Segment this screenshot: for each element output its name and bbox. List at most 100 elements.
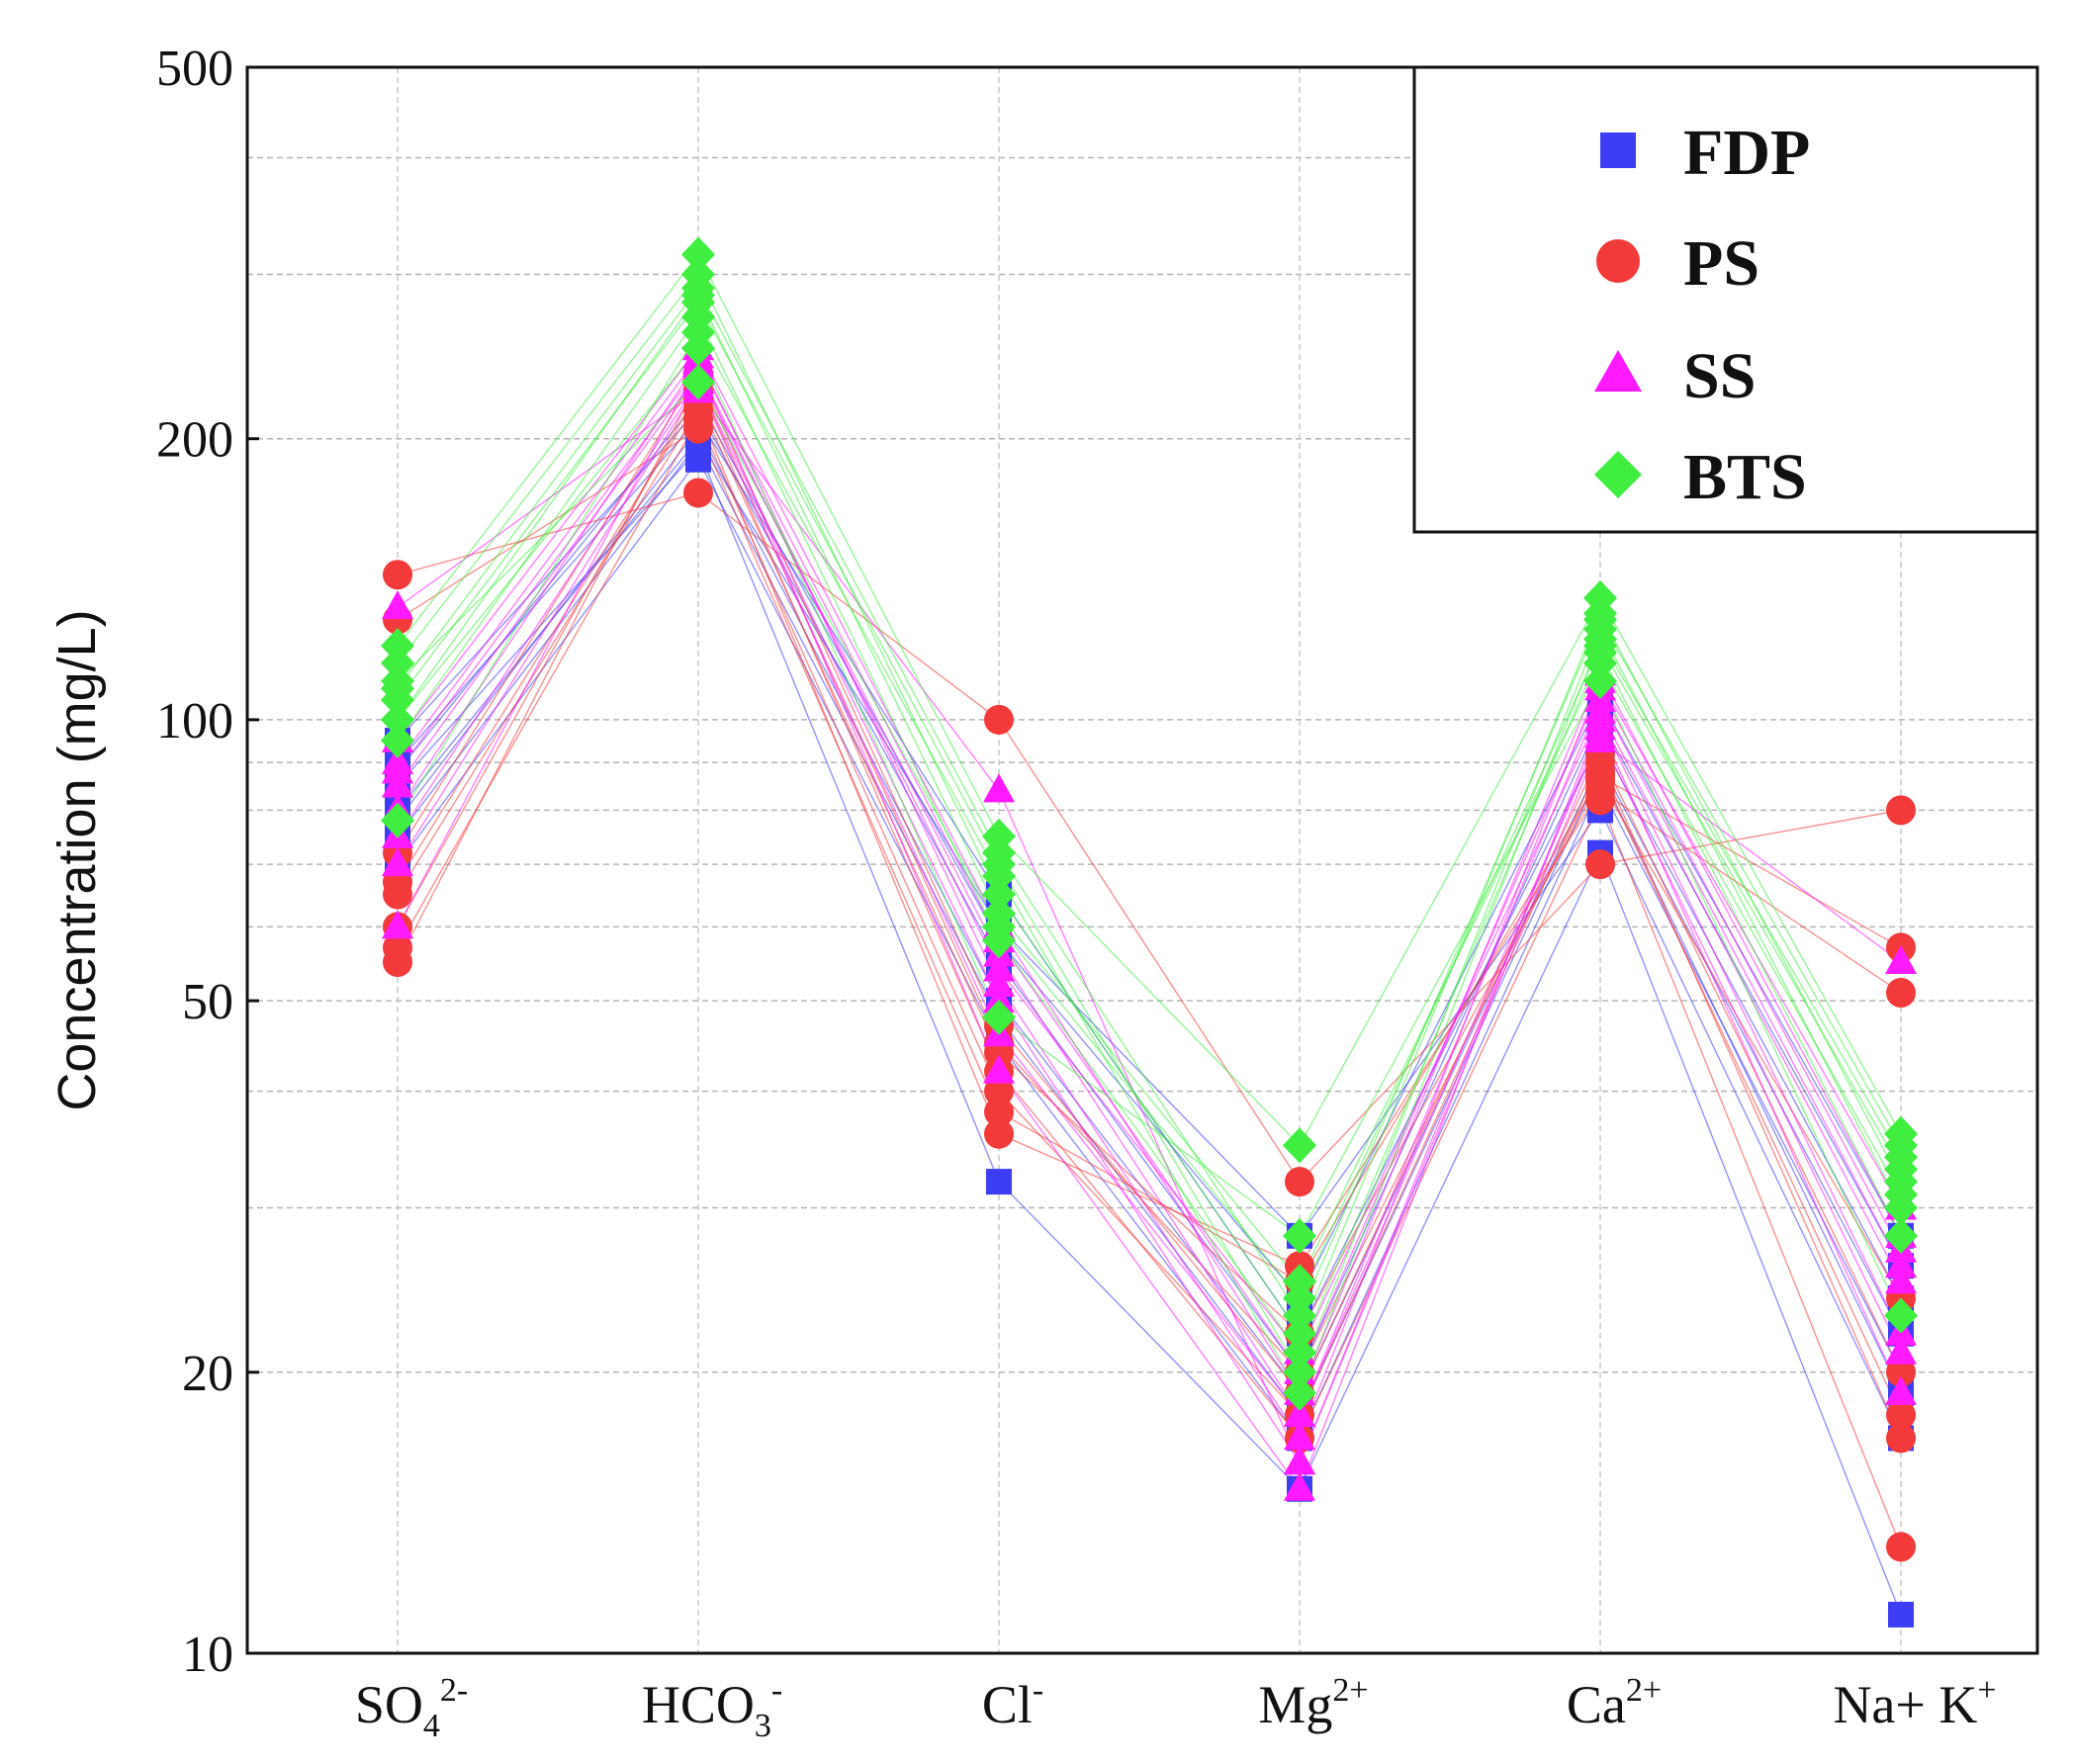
data-point-ss: [1284, 1471, 1315, 1501]
series-line-ps: [397, 372, 1902, 1395]
series-line-ss: [397, 360, 1902, 1374]
data-point-ss: [983, 773, 1015, 803]
data-point-ss: [983, 1054, 1015, 1084]
data-point-ps: [984, 1076, 1014, 1106]
data-point-ss: [382, 910, 413, 939]
series-line-bts: [397, 381, 1902, 1300]
category-base-text: Na+ K: [1833, 1675, 1977, 1734]
category-base-text: SO: [355, 1675, 423, 1734]
data-point-bts: [381, 645, 414, 681]
data-point-bts: [982, 895, 1016, 931]
series-line-ps: [397, 389, 1902, 1547]
y-tick-label: 10: [182, 1627, 233, 1683]
data-point-ss: [983, 952, 1015, 982]
data-point-bts: [381, 701, 414, 738]
y-tick-label: 200: [156, 412, 233, 469]
series-line-ps: [397, 398, 1902, 1335]
data-point-bts: [982, 999, 1016, 1035]
data-point-bts: [1583, 621, 1617, 658]
data-point-bts: [681, 314, 715, 351]
category-superscript: 2+: [1332, 1672, 1368, 1709]
data-point-bts: [1884, 1297, 1918, 1334]
data-point-ps: [1886, 1399, 1916, 1430]
data-point-bts: [1884, 1217, 1918, 1254]
data-point-ps: [984, 1118, 1014, 1149]
data-point-ss: [1284, 1446, 1315, 1475]
data-point-bts: [982, 923, 1016, 959]
category-subscript: 4: [423, 1708, 440, 1744]
series-line-ps: [397, 380, 1902, 1416]
legend-label: SS: [1683, 340, 1756, 412]
x-axis-ticks: SO42- HCO3- Cl- Mg2+ Ca2+ Na+ K+: [355, 1672, 1997, 1744]
data-point-bts: [1283, 1374, 1316, 1411]
data-point-bts: [1283, 1127, 1316, 1164]
data-point-ps: [683, 478, 713, 508]
data-point-ps: [984, 704, 1014, 735]
series-line-ps: [397, 417, 1902, 1439]
category-subscript: 3: [755, 1708, 771, 1744]
series-markers: [381, 236, 1918, 1628]
y-tick-label: 20: [182, 1346, 233, 1402]
data-point-bts: [1583, 662, 1617, 699]
data-point-bts: [1283, 1217, 1316, 1254]
data-point-fdp: [986, 1169, 1012, 1195]
data-point-bts: [681, 364, 715, 400]
data-point-bts: [381, 802, 414, 838]
category-base-text: Ca: [1567, 1675, 1626, 1734]
data-point-bts: [1283, 1334, 1316, 1370]
legend-label: FDP: [1683, 117, 1810, 189]
category-superscript: +: [1977, 1672, 1996, 1709]
legend-label: BTS: [1683, 441, 1807, 513]
data-point-bts: [1283, 1264, 1316, 1300]
data-point-bts: [1283, 1315, 1316, 1352]
data-point-ss: [1885, 945, 1917, 975]
series-line-ps: [397, 427, 1902, 1283]
series-line-bts: [397, 287, 1902, 1317]
x-category-label: Na+ K+: [1833, 1672, 1996, 1734]
legend-symbol-ps: [1596, 239, 1640, 283]
data-point-bts: [1283, 1297, 1316, 1334]
data-point-bts: [1583, 645, 1617, 681]
y-axis-ticks: 500 200 100 50 20 10: [156, 41, 259, 1683]
data-point-bts: [1884, 1177, 1918, 1213]
data-point-bts: [381, 722, 414, 758]
legend-symbol-bts: [1594, 451, 1642, 498]
series-line-fdp: [397, 398, 1902, 1300]
data-point-ps: [1285, 1167, 1314, 1197]
series-line-ps: [397, 491, 1902, 1184]
x-category-label: Mg2+: [1258, 1672, 1368, 1734]
y-tick-label: 500: [156, 41, 233, 97]
legend-label: PS: [1683, 227, 1759, 300]
series-lines: [397, 253, 1902, 1616]
legend: FDP PS SS BTS: [1412, 65, 2039, 534]
data-point-ps: [1886, 1357, 1916, 1387]
series-line-bts: [397, 346, 1902, 1316]
series-line-ss: [397, 384, 1902, 1417]
series-line-ps: [397, 407, 1902, 1268]
legend-symbol-ss: [1594, 350, 1642, 392]
data-point-ss: [1885, 1265, 1917, 1294]
data-point-ps: [383, 947, 412, 978]
x-category-label: SO42-: [355, 1672, 468, 1744]
data-point-bts: [1583, 601, 1617, 638]
data-point-ss: [1885, 1249, 1917, 1279]
data-point-ss: [983, 984, 1015, 1014]
data-point-ss: [983, 968, 1015, 998]
series-line-ss: [397, 372, 1902, 1417]
series-line-bts: [397, 294, 1902, 1283]
legend-box: [1412, 65, 2039, 534]
plot-frame: [245, 65, 2039, 1655]
series-line-bts: [397, 315, 1902, 1355]
data-point-bts: [982, 835, 1016, 871]
data-point-bts: [982, 858, 1016, 895]
data-point-ss: [382, 847, 413, 877]
data-point-ss: [1885, 1375, 1917, 1405]
category-base-text: HCO: [642, 1675, 755, 1734]
x-category-label: HCO3-: [642, 1672, 782, 1744]
category-superscript: -: [1033, 1672, 1043, 1709]
data-point-bts: [982, 876, 1016, 913]
data-point-ss: [1284, 1397, 1315, 1427]
data-point-ps: [383, 560, 412, 590]
data-point-ss: [382, 590, 413, 620]
